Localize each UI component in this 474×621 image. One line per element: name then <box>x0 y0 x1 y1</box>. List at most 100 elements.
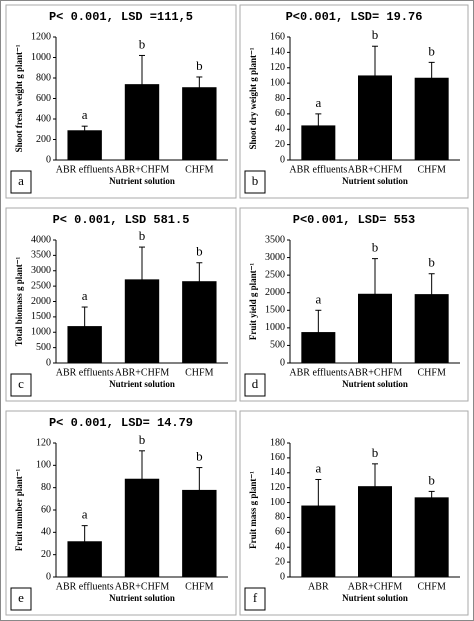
significance-letter: b <box>428 472 435 487</box>
chart-panel: P< 0.001, LSD= 14.79 Fruit number plant⁻¹… <box>5 410 237 616</box>
panel-title: P<0.001, LSD= 19.76 <box>286 10 423 24</box>
significance-letter: a <box>82 288 88 303</box>
x-axis-label: Nutrient solution <box>109 379 175 389</box>
y-tick-label: 400 <box>36 113 51 124</box>
x-tick-label: ABR+CHFM <box>348 367 403 378</box>
x-tick-label: ABR+CHFM <box>115 367 170 378</box>
x-tick-label: ABR <box>308 581 329 592</box>
error-bar <box>372 463 378 510</box>
error-bar <box>372 258 378 330</box>
y-tick-label: 140 <box>270 467 285 478</box>
x-axis-label: Nutrient solution <box>342 176 408 186</box>
x-tick-label: CHFM <box>185 367 213 378</box>
y-tick-label: 0 <box>46 357 51 368</box>
panel-title: P< 0.001, LSD =111,5 <box>49 10 193 24</box>
y-tick-label: 1500 <box>31 311 51 322</box>
y-tick-label: 1000 <box>265 322 285 333</box>
y-tick-label: 1000 <box>31 52 51 63</box>
significance-letter: a <box>82 107 88 122</box>
y-tick-label: 200 <box>36 134 51 145</box>
panel-tag: b <box>252 173 259 188</box>
y-tick-label: 100 <box>270 77 285 88</box>
y-tick-label: 500 <box>270 340 285 351</box>
x-tick-label: ABR effluents <box>56 367 114 378</box>
y-tick-label: 120 <box>36 437 51 448</box>
y-tick-label: 500 <box>36 342 51 353</box>
y-tick-label: 2500 <box>31 280 51 291</box>
y-tick-label: 140 <box>270 47 285 58</box>
significance-letter: a <box>315 95 321 110</box>
significance-letter: b <box>196 449 203 464</box>
x-tick-label: ABR+CHFM <box>115 581 170 592</box>
significance-letter: b <box>196 244 203 259</box>
significance-letter: b <box>372 240 379 255</box>
y-tick-label: 3500 <box>31 250 51 261</box>
panel-title: P<0.001, LSD= 553 <box>293 213 415 227</box>
y-tick-label: 0 <box>280 571 285 582</box>
error-bar <box>428 490 435 504</box>
y-tick-label: 0 <box>46 154 51 165</box>
x-tick-label: ABR effluents <box>289 367 347 378</box>
y-axis-label: Fruit number plant⁻¹ <box>14 469 24 552</box>
error-bar <box>196 76 203 98</box>
y-tick-label: 100 <box>270 497 285 508</box>
significance-letter: a <box>82 507 88 522</box>
x-tick-label: CHFM <box>185 164 213 175</box>
error-bar <box>372 45 378 106</box>
panel-title: P< 0.001, LSD= 14.79 <box>49 416 193 430</box>
x-tick-label: ABR+CHFM <box>115 164 170 175</box>
error-bar <box>81 306 88 346</box>
error-bar <box>139 450 145 508</box>
x-axis-label: Nutrient solution <box>109 176 175 186</box>
y-tick-label: 2000 <box>265 287 285 298</box>
y-tick-label: 40 <box>275 124 285 135</box>
y-tick-label: 20 <box>275 556 285 567</box>
y-tick-label: 2500 <box>265 269 285 280</box>
panel-tag-box <box>244 373 266 397</box>
error-bar <box>315 309 322 355</box>
y-axis-label: Total biomass g plant⁻¹ <box>14 257 24 347</box>
chart-panel: P<0.001, LSD= 553 Fruit yield g plant⁻¹ 0 5… <box>239 207 469 402</box>
x-tick-label: ABR+CHFM <box>348 164 403 175</box>
panel-tag-box <box>244 587 266 611</box>
x-tick-label: CHFM <box>417 581 445 592</box>
panel-tag-box <box>10 587 32 611</box>
error-bar <box>139 54 145 114</box>
error-bar <box>196 262 203 301</box>
y-tick-label: 60 <box>275 108 285 119</box>
significance-letter: b <box>428 255 435 270</box>
panel-tag: e <box>18 590 24 605</box>
bar <box>414 497 449 577</box>
y-tick-label: 120 <box>270 62 285 73</box>
bar <box>67 130 102 160</box>
panel-tag-box <box>10 373 32 397</box>
y-tick-label: 600 <box>36 93 51 104</box>
significance-letter: a <box>315 460 321 475</box>
y-tick-label: 60 <box>41 504 51 515</box>
y-tick-label: 0 <box>280 357 285 368</box>
x-tick-label: ABR effluents <box>56 581 114 592</box>
panel-tag: c <box>18 376 24 391</box>
significance-letter: b <box>372 445 379 460</box>
significance-letter: a <box>315 291 321 306</box>
y-tick-label: 3500 <box>265 234 285 245</box>
panel-tag-box <box>244 170 266 194</box>
significance-letter: b <box>372 27 379 42</box>
error-bar <box>315 478 322 533</box>
panel-title: P< 0.001, LSD 581.5 <box>53 213 190 227</box>
y-tick-label: 120 <box>270 482 285 493</box>
x-axis-label: Nutrient solution <box>342 593 408 603</box>
y-axis-label: Fruit yield g plant⁻¹ <box>248 263 258 341</box>
x-tick-label: CHFM <box>417 367 445 378</box>
y-tick-label: 40 <box>41 527 51 538</box>
y-tick-label: 20 <box>275 139 285 150</box>
significance-letter: b <box>139 432 146 447</box>
y-tick-label: 60 <box>275 527 285 538</box>
significance-letter: b <box>139 228 146 243</box>
y-tick-label: 1500 <box>265 305 285 316</box>
significance-letter: b <box>428 43 435 58</box>
error-bar <box>315 113 322 138</box>
y-tick-label: 80 <box>275 512 285 523</box>
y-tick-label: 80 <box>41 482 51 493</box>
y-tick-label: 80 <box>275 93 285 104</box>
